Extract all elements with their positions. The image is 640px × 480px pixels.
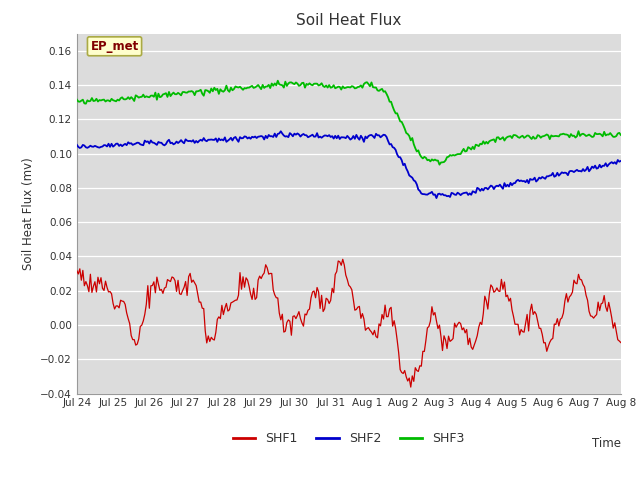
SHF1 [88,289,96,295]
SHF3 [617,132,625,138]
SHF3 [554,133,561,139]
Y-axis label: Soil Heat Flux (mv): Soil Heat Flux (mv) [22,157,35,270]
SHF3 [384,94,392,100]
SHF2 [384,138,392,144]
SHF2 [617,158,625,164]
SHF1 [403,374,410,380]
SHF2 [174,140,182,146]
SHF1 [339,256,347,262]
SHF3 [88,95,96,101]
SHF1 [416,363,424,369]
SHF2 [73,142,81,148]
SHF3 [415,147,422,153]
SHF3 [403,130,410,136]
Legend: SHF1, SHF2, SHF3: SHF1, SHF2, SHF3 [228,427,470,450]
SHF1 [617,340,625,346]
Title: Soil Heat Flux: Soil Heat Flux [296,13,401,28]
SHF2 [88,144,96,149]
SHF2 [433,195,440,201]
Text: EP_met: EP_met [90,40,139,53]
SHF2 [415,187,422,192]
SHF1 [73,268,81,274]
SHF3 [174,90,182,96]
SHF1 [407,384,415,390]
SHF1 [174,277,182,283]
SHF3 [274,78,282,84]
SHF1 [554,316,561,322]
SHF2 [554,170,561,176]
Line: SHF2: SHF2 [77,131,621,198]
SHF3 [73,96,81,102]
SHF1 [384,314,392,320]
Line: SHF3: SHF3 [77,81,621,165]
SHF2 [403,166,410,171]
Line: SHF1: SHF1 [77,259,621,387]
SHF2 [277,128,285,134]
Text: Time: Time [592,437,621,450]
SHF3 [436,162,444,168]
